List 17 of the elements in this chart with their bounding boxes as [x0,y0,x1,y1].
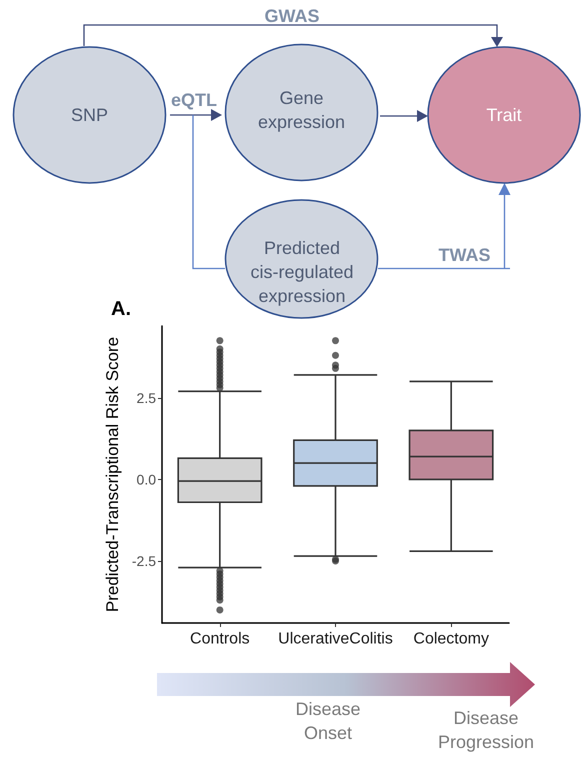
text: SNP [70,105,108,125]
text: Predicted cis-regulated expression [250,238,354,306]
y-tick-label: 0.0 [136,471,156,488]
text: Disease Progression [438,708,534,752]
text: Trait [486,105,522,125]
y-axis-title: Predicted-Transcriptional Risk Score [102,336,122,612]
chart-title: A. [111,298,131,320]
y-tick-label: 2.5 [136,390,156,406]
x-tick-label: Colectomy [413,630,489,648]
x-tick-label: Controls [190,630,250,648]
text: eQTL [170,90,217,110]
text: Disease Onset [295,699,361,743]
text: Gene expression [258,88,346,132]
text: GWAS [264,6,320,26]
y-tick-label: -2.5 [132,552,156,569]
text: TWAS [438,245,490,265]
x-tick-label: UlcerativeColitis [278,630,393,648]
